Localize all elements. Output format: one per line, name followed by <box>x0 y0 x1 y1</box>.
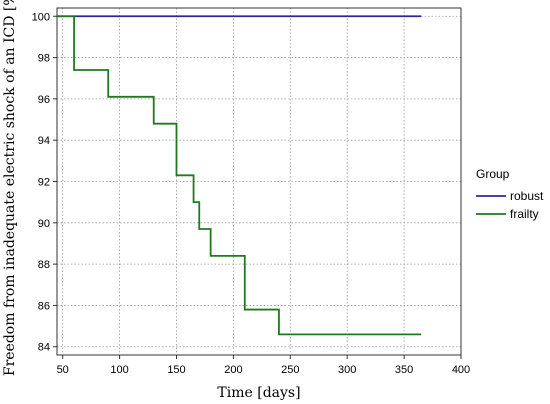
y-tick-label: 90 <box>38 218 50 230</box>
x-axis-label: Time [days] <box>217 385 300 401</box>
legend: Group robust frailty <box>476 167 544 221</box>
y-tick-label: 92 <box>38 177 50 189</box>
x-tick-label: 250 <box>281 364 299 376</box>
x-tick-label: 300 <box>338 364 356 376</box>
series-lines <box>57 15 422 336</box>
y-tick-label: 86 <box>38 300 50 312</box>
series-line-frailty <box>57 15 422 336</box>
y-tick-label: 96 <box>38 94 50 106</box>
y-tick-label: 88 <box>38 259 50 271</box>
grid-lines <box>57 8 462 355</box>
y-axis-label: Freedom from inadequate electric shock o… <box>2 0 18 376</box>
x-tick-label: 200 <box>224 364 242 376</box>
y-tick-label: 100 <box>32 11 50 23</box>
y-tick-label: 84 <box>38 342 50 354</box>
y-tick-label: 98 <box>38 53 50 65</box>
axis-ticks: 50 100 150 200 250 300 350 400 84 86 88 90 92 94 96 98 1… <box>32 11 471 376</box>
legend-title: Group <box>476 167 510 181</box>
x-tick-label: 350 <box>395 364 413 376</box>
x-tick-label: 100 <box>110 364 128 376</box>
legend-label-robust: robust <box>510 189 544 203</box>
x-tick-label: 50 <box>57 364 69 376</box>
x-tick-label: 150 <box>167 364 185 376</box>
legend-label-frailty: frailty <box>510 207 539 221</box>
y-tick-label: 94 <box>38 135 50 147</box>
x-tick-label: 400 <box>452 364 470 376</box>
